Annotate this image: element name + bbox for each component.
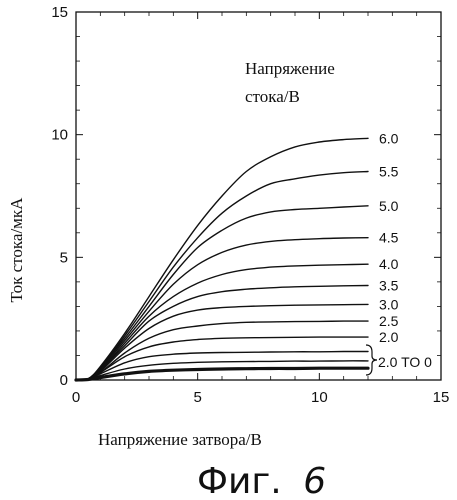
series-line — [74, 366, 370, 382]
series-line — [75, 360, 369, 381]
series-label: 3.0 — [379, 296, 399, 312]
series-line — [75, 284, 369, 381]
x-tick-label: 0 — [72, 389, 80, 406]
series-line — [75, 137, 369, 381]
y-tick-label: 5 — [60, 249, 68, 266]
series-line — [75, 303, 369, 381]
legend-title-line1: Напряжение — [245, 59, 335, 78]
axis-ticks: 00 5 5 10 10 15 15 — [51, 4, 449, 406]
legend-title-line2: стока/В — [245, 87, 300, 106]
figure-caption: Фиг. 6 — [197, 461, 326, 500]
series-label: 5.0 — [379, 198, 399, 214]
series-label: 4.0 — [379, 256, 399, 272]
plot-frame — [75, 11, 442, 381]
plot-border — [75, 11, 442, 381]
caption-prefix: Фиг. — [197, 461, 282, 500]
x-tick-label: 10 — [311, 389, 328, 406]
y-tick-label: 15 — [51, 4, 68, 21]
x-tick-label: 5 — [193, 389, 201, 406]
series-line — [75, 263, 369, 381]
y-tick-label: 10 — [51, 127, 68, 144]
series-line — [75, 350, 369, 381]
bracket-mark — [365, 344, 378, 376]
x-tick-label: 15 — [433, 389, 450, 406]
series-line — [75, 336, 369, 381]
y-tick-label: 0 — [60, 372, 68, 389]
series-label: 3.5 — [379, 278, 399, 294]
series-label: 4.5 — [379, 230, 399, 246]
series-lines — [74, 137, 370, 382]
series-label: 2.5 — [379, 313, 399, 329]
series-line — [75, 237, 369, 381]
y-axis-label: Ток стока/мкА — [7, 197, 26, 303]
series-labels: 6.0 5.5 5.0 4.5 4.0 3.5 3.02.52.0 — [379, 130, 399, 345]
series-label: 2.0 — [379, 329, 399, 345]
bracket-label: 2.0 TO 0 — [378, 354, 432, 370]
series-label: 5.5 — [379, 163, 399, 179]
series-line — [75, 205, 369, 381]
x-axis-label: Напряжение затвора/В — [98, 430, 262, 449]
series-label: 6.0 — [379, 130, 399, 146]
caption-number: 6 — [303, 461, 326, 500]
